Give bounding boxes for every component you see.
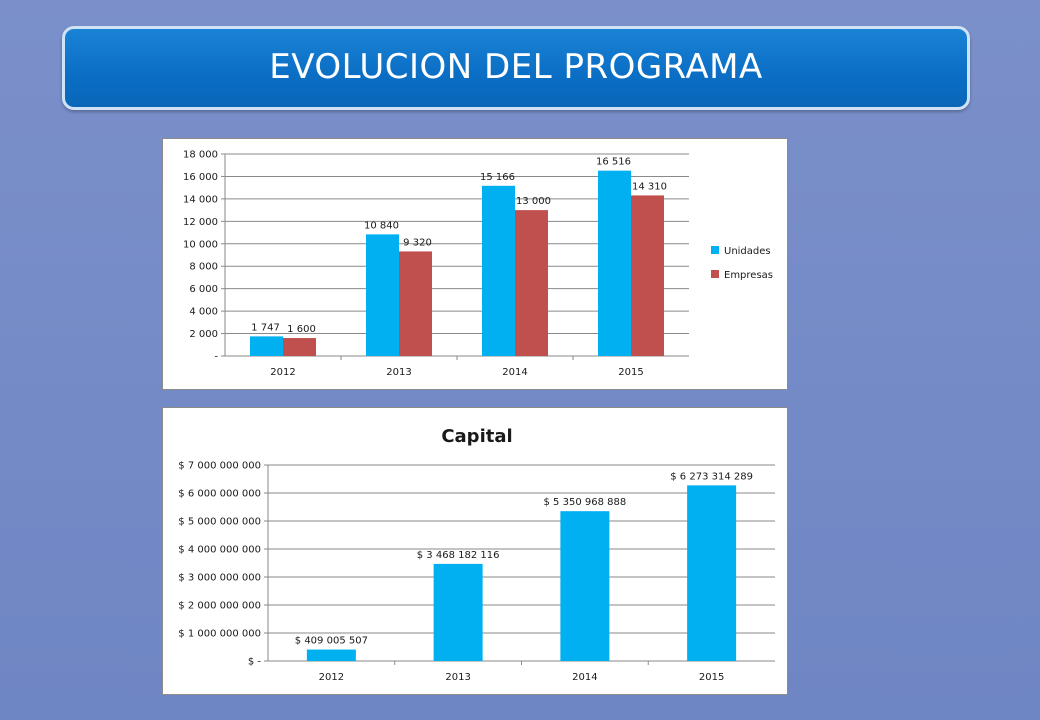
y-tick-label: - xyxy=(214,352,218,363)
y-tick-label: $ 1 000 000 000 xyxy=(178,629,261,640)
legend-label-unidades: Unidades xyxy=(724,246,771,257)
chart-capital: Capital $ - $ 1 000 000 000 $ 2 000 000 000… xyxy=(162,407,788,695)
chart-title: Capital xyxy=(441,426,512,447)
bar-capital-2012 xyxy=(306,649,356,661)
page-title: EVOLUCION DEL PROGRAMA xyxy=(269,47,763,87)
bar-unidades-2012 xyxy=(250,336,283,356)
y-tick-label: $ 3 000 000 000 xyxy=(178,573,261,584)
y-tick-label: 16 000 xyxy=(183,172,218,183)
chart-capital-svg: Capital $ - $ 1 000 000 000 $ 2 000 000 000… xyxy=(178,426,775,683)
bar-unidades-2014 xyxy=(482,185,515,356)
y-tick-label: 12 000 xyxy=(183,217,218,228)
data-label: 16 516 xyxy=(596,157,631,168)
chart-unidades-empresas: - 2 000 4 000 6 000 8 000 10 000 12 000 14 000 1… xyxy=(162,138,788,390)
bar-capital-2014 xyxy=(560,511,610,661)
y-tick-label: 10 000 xyxy=(183,239,218,250)
legend-swatch-empresas xyxy=(711,270,719,278)
title-banner: EVOLUCION DEL PROGRAMA xyxy=(62,26,970,110)
data-label: $ 5 350 968 888 xyxy=(544,497,627,508)
y-tick-label: 14 000 xyxy=(183,194,218,205)
y-tick-label: 18 000 xyxy=(183,150,218,161)
x-tick-label: 2013 xyxy=(445,672,470,683)
data-label: 1 747 xyxy=(251,322,280,333)
bar-capital-2015 xyxy=(687,485,737,661)
bar-empresas-2015 xyxy=(631,195,664,356)
data-label: 15 166 xyxy=(480,172,515,183)
x-tick-label: 2014 xyxy=(572,672,597,683)
y-tick-label: $ 5 000 000 000 xyxy=(178,517,261,528)
y-tick-label: $ 4 000 000 000 xyxy=(178,545,261,556)
y-tick-label: 8 000 xyxy=(189,262,218,273)
y-tick-label: $ 2 000 000 000 xyxy=(178,601,261,612)
data-label: 10 840 xyxy=(364,220,399,231)
data-label: 14 310 xyxy=(632,181,667,192)
bar-empresas-2013 xyxy=(399,251,432,356)
bar-unidades-2013 xyxy=(366,234,399,356)
data-label: $ 409 005 507 xyxy=(295,636,368,647)
data-label: 13 000 xyxy=(516,196,551,207)
y-tick-label: 2 000 xyxy=(189,329,218,340)
y-tick-label: 4 000 xyxy=(189,307,218,318)
data-label: 1 600 xyxy=(287,324,316,335)
bar-empresas-2012 xyxy=(283,338,316,356)
x-tick-label: 2014 xyxy=(502,367,527,378)
y-tick-label: 6 000 xyxy=(189,284,218,295)
bar-unidades-2015 xyxy=(598,170,631,356)
y-tick-label: $ 6 000 000 000 xyxy=(178,489,261,500)
data-label: $ 6 273 314 289 xyxy=(670,471,753,482)
legend-swatch-unidades xyxy=(711,246,719,254)
data-label: $ 3 468 182 116 xyxy=(417,550,500,561)
bar-capital-2013 xyxy=(433,563,483,661)
x-tick-label: 2012 xyxy=(270,367,295,378)
chart-unidades-empresas-svg: - 2 000 4 000 6 000 8 000 10 000 12 000 14 000 1… xyxy=(183,150,773,379)
x-tick-label: 2015 xyxy=(699,672,724,683)
y-tick-label: $ 7 000 000 000 xyxy=(178,461,261,472)
y-tick-label: $ - xyxy=(248,657,262,668)
x-tick-label: 2015 xyxy=(618,367,643,378)
bar-empresas-2014 xyxy=(515,210,548,356)
legend-label-empresas: Empresas xyxy=(724,270,773,281)
x-tick-label: 2013 xyxy=(386,367,411,378)
data-label: 9 320 xyxy=(403,237,432,248)
x-tick-label: 2012 xyxy=(319,672,344,683)
